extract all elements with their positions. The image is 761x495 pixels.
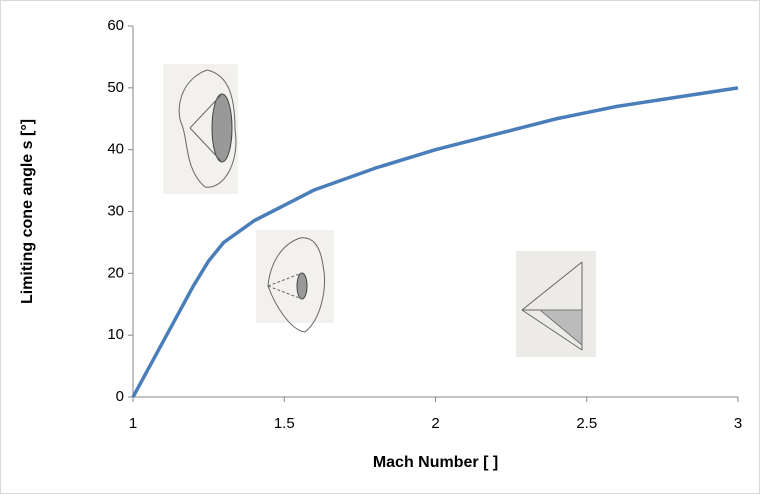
- sketch-1: [163, 64, 238, 194]
- y-tick-label: 0: [116, 388, 124, 405]
- y-tick-label: 20: [107, 264, 124, 281]
- x-tick-label: 2.5: [576, 415, 597, 432]
- sketch-3: [516, 251, 596, 357]
- sketch-2: [256, 230, 334, 332]
- y-axis-title: Limiting cone angle s [°]: [19, 119, 36, 304]
- chart: 0 10 20 30 40 50 60 1 1.5 2 2.5 3 Mach Number [ ] Lim…: [0, 0, 761, 495]
- x-tick-label: 1: [129, 415, 137, 432]
- y-tick-label: 50: [107, 79, 124, 96]
- y-tick-label: 30: [107, 202, 124, 219]
- x-tick-label: 1.5: [274, 415, 295, 432]
- x-axis-title: Mach Number [ ]: [373, 454, 498, 471]
- y-tick-label: 10: [107, 326, 124, 343]
- x-tick-label: 3: [734, 415, 742, 432]
- chart-frame: [1, 1, 760, 494]
- page: 0 10 20 30 40 50 60 1 1.5 2 2.5 3 Mach Number [ ] Lim…: [0, 0, 761, 495]
- y-tick-label: 60: [107, 17, 124, 34]
- y-tick-label: 40: [107, 141, 124, 158]
- x-tick-label: 2: [431, 415, 439, 432]
